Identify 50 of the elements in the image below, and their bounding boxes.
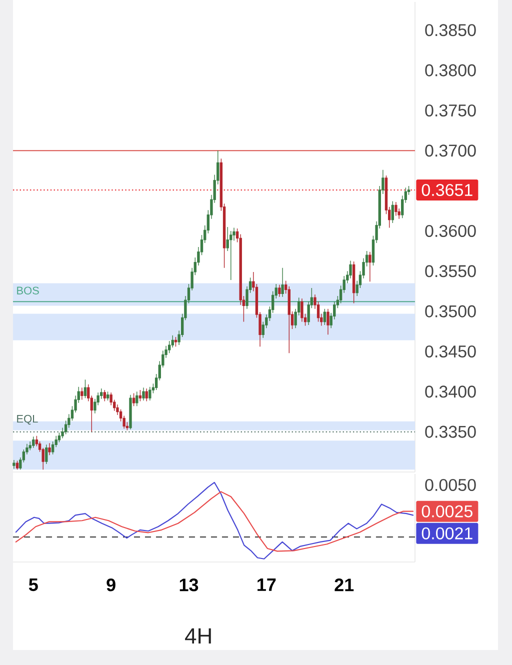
candlestick <box>230 230 232 280</box>
y-tick-label: 0.3550 <box>425 265 476 278</box>
y-tick-label: 0.3600 <box>425 224 476 237</box>
candlestick <box>349 260 352 279</box>
y-tick-label: 0.3750 <box>425 104 476 116</box>
candlestick <box>300 298 304 322</box>
candlestick <box>16 460 19 470</box>
text: 0.0050 <box>425 478 476 492</box>
y-tick-label: 0.3450 <box>425 345 476 358</box>
candlestick <box>394 202 398 216</box>
candlestick <box>278 284 281 298</box>
candlestick <box>326 308 330 335</box>
annotation: 0.0025 <box>422 505 472 518</box>
candlestick <box>45 444 48 464</box>
y-tick-label: 0.3800 <box>425 64 476 76</box>
candlestick <box>129 394 132 430</box>
y-tick-label: 0.3400 <box>425 386 476 398</box>
y-tick-label: 0.3850 <box>425 24 476 36</box>
candlestick <box>80 387 84 400</box>
candlestick <box>132 392 136 406</box>
candlestick <box>368 252 372 282</box>
x-tick-label: 21 <box>334 578 354 592</box>
x-tick-label: 5 <box>28 578 38 592</box>
candlestick <box>136 391 138 406</box>
candlestick <box>138 390 142 402</box>
candlestick <box>12 460 16 470</box>
x-tick-label: 13 <box>180 578 198 592</box>
candlestick <box>48 442 51 456</box>
ref-line-label: BOS <box>17 286 39 294</box>
candlestick <box>142 387 145 401</box>
ref-line-label: 0.3651 <box>422 184 472 196</box>
candlestick <box>32 436 35 448</box>
y-tick-label: 0.3500 <box>425 305 476 318</box>
candlestick <box>103 390 106 402</box>
ref-line-label: EQL <box>17 414 38 425</box>
y-tick-label: 0.3350 <box>425 426 476 438</box>
annotation: 0.0021 <box>422 527 472 540</box>
candlestick <box>281 268 284 298</box>
candlestick <box>106 391 110 401</box>
x-tick-label: 17 <box>258 578 276 591</box>
candlestick <box>352 261 356 304</box>
y-tick-label: 0.3700 <box>425 144 476 157</box>
candlestick <box>148 386 152 401</box>
candlestick <box>58 432 61 443</box>
candlestick <box>391 200 394 224</box>
text: 4H <box>185 628 211 644</box>
candlestick <box>323 308 326 326</box>
x-tick-label: 9 <box>106 578 116 592</box>
candlestick <box>145 388 148 402</box>
candlestick <box>174 336 178 348</box>
